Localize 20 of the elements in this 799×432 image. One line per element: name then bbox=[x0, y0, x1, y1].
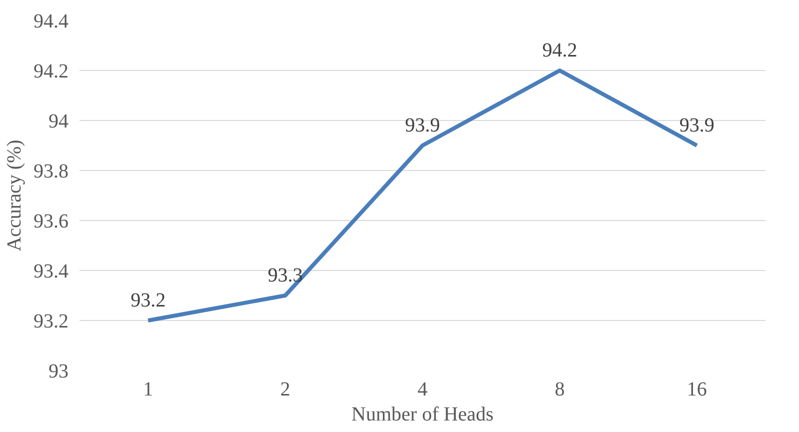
x-tick-label: 2 bbox=[280, 378, 290, 400]
y-tick-label: 93.4 bbox=[34, 260, 68, 282]
x-tick-label: 4 bbox=[418, 378, 428, 400]
y-tick-label: 94.2 bbox=[34, 60, 68, 82]
y-tick-label: 94.4 bbox=[34, 10, 68, 32]
y-tick-label: 93.6 bbox=[34, 210, 68, 232]
y-tick-label: 93.8 bbox=[34, 160, 68, 182]
x-tick-label: 8 bbox=[554, 378, 565, 400]
x-tick-label: 1 bbox=[143, 378, 154, 400]
x-axis-title: Number of Heads bbox=[351, 404, 494, 426]
y-tick-label: 94 bbox=[48, 110, 68, 132]
data-label: 93.9 bbox=[405, 114, 440, 136]
data-label: 93.9 bbox=[679, 114, 714, 136]
x-tick-label: 16 bbox=[686, 378, 707, 400]
data-label: 93.3 bbox=[268, 264, 303, 286]
y-tick-label: 93.2 bbox=[34, 310, 68, 332]
y-tick-label: 93 bbox=[48, 360, 68, 382]
y-axis-title: Accuracy (%) bbox=[4, 140, 26, 252]
data-label: 93.2 bbox=[130, 290, 166, 312]
data-label: 94.2 bbox=[542, 40, 578, 62]
